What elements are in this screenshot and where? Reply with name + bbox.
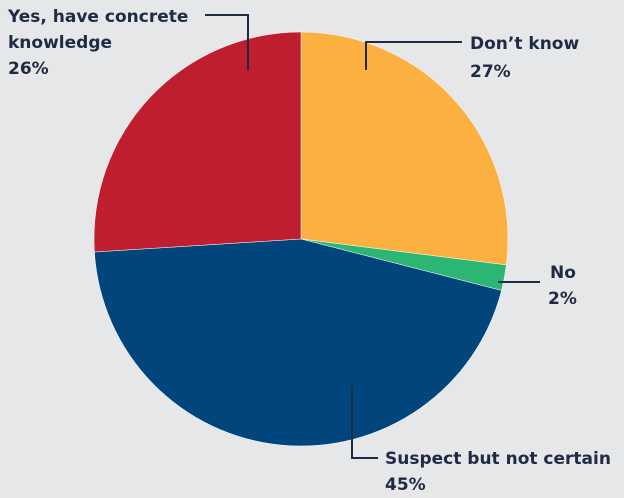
label-yes-line1: Yes, have concrete <box>7 7 188 27</box>
leader-line-yes <box>205 14 249 70</box>
label-dont-know: Don’t know <box>470 34 579 54</box>
pie-slices <box>93 31 509 447</box>
pie-slice-0 <box>300 31 509 266</box>
label-suspect: Suspect but not certain <box>385 449 611 469</box>
leader-line-suspect <box>351 386 378 459</box>
leader-line-dont-know <box>365 41 462 70</box>
label-yes-value: 26% <box>8 59 49 79</box>
label-suspect-value: 45% <box>385 475 426 495</box>
label-yes-line2: knowledge <box>8 33 112 53</box>
label-dont-know-value: 27% <box>470 62 511 82</box>
pie-slice-3 <box>93 31 302 253</box>
label-no-value: 2% <box>548 289 577 309</box>
label-no: No <box>550 263 576 283</box>
pie-slice-2 <box>94 238 502 447</box>
